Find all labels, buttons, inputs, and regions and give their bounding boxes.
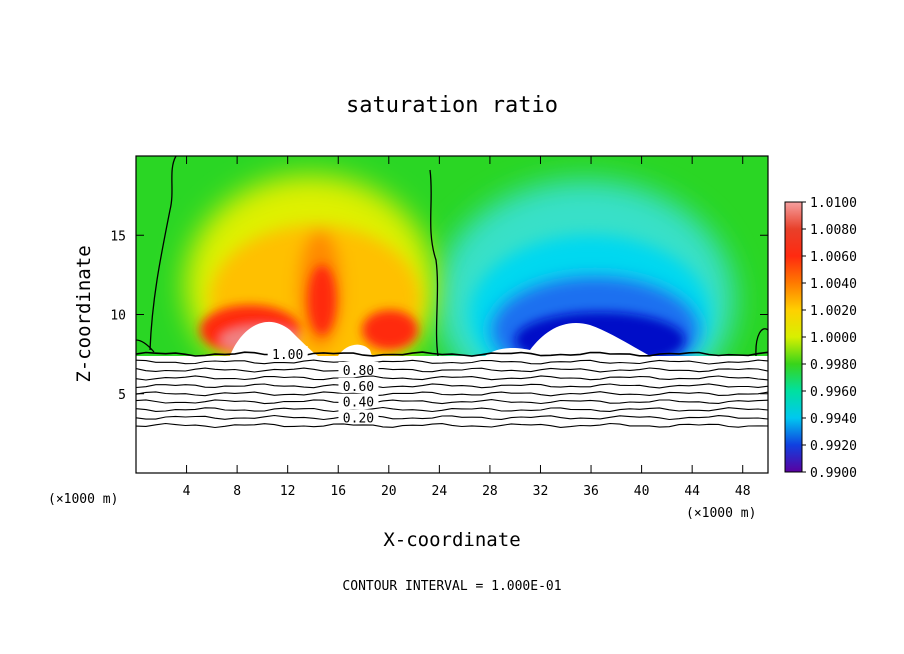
x-axis-label: X-coordinate (383, 529, 520, 551)
contour-label: 0.60 (343, 380, 374, 395)
x-tick-label: 8 (233, 484, 241, 499)
y-axis-label: Z-coordinate (73, 245, 95, 382)
contour-label-bg (267, 346, 308, 360)
colorbar-tick-label: 1.0080 (810, 223, 857, 238)
x-unit-left: (×1000 m) (48, 492, 118, 507)
x-tick-label: 16 (330, 484, 346, 499)
contour-label-bg (338, 377, 379, 391)
colorbar-tick-label: 0.9960 (810, 385, 857, 400)
x-tick-label: 28 (482, 484, 498, 499)
colorbar-tick-label: 0.9940 (810, 412, 857, 427)
x-tick-label: 40 (634, 484, 650, 499)
contour-label: 0.40 (343, 396, 374, 411)
contour-line (135, 391, 769, 397)
y-tick-label: 15 (110, 229, 126, 244)
x-tick-label: 36 (583, 484, 599, 499)
colorbar-tick-label: 1.0020 (810, 304, 857, 319)
contour-line (135, 399, 769, 405)
x-tick-label: 4 (183, 484, 191, 499)
x-tick-label: 32 (533, 484, 549, 499)
contour-line (135, 367, 769, 373)
contour-line (135, 383, 769, 389)
contour-line (135, 406, 769, 413)
heatmap-field (136, 156, 768, 356)
y-tick-label: 5 (118, 388, 126, 403)
y-tick-label: 10 (110, 309, 126, 324)
colorbar-tick-label: 1.0060 (810, 250, 857, 265)
contour-line (135, 375, 769, 381)
colorbar-tick-label: 1.0000 (810, 331, 857, 346)
contour-interval-note: CONTOUR INTERVAL = 1.000E-01 (342, 579, 561, 594)
colorbar-tick-label: 0.9920 (810, 439, 857, 454)
x-unit-right: (×1000 m) (686, 506, 756, 521)
contour-line (135, 359, 769, 365)
x-tick-label: 24 (432, 484, 448, 499)
x-tick-label: 12 (280, 484, 296, 499)
y-axis-ticks: 5 10 15 (110, 229, 768, 403)
colorbar-tick-label: 0.9900 (810, 466, 857, 481)
contour-label-bg (338, 361, 379, 375)
x-tick-label: 20 (381, 484, 397, 499)
colorbar-tick-label: 0.9980 (810, 358, 857, 373)
contour-label: 1.00 (272, 348, 303, 363)
x-axis-ticks: 4 8 12 16 20 24 28 32 36 40 44 48 (183, 156, 751, 499)
contour-label-bg (338, 393, 379, 407)
colorbar (784, 201, 803, 473)
contour-lines (135, 351, 769, 429)
contour-line (135, 422, 769, 429)
colorbar-tick-label: 1.0040 (810, 277, 857, 292)
contour-labels: 1.00 0.800.600.400.20 (267, 346, 379, 427)
contour-line (135, 414, 769, 421)
contour-label: 0.80 (343, 364, 374, 379)
colorbar-tick-label: 1.0100 (810, 196, 857, 211)
x-tick-label: 48 (735, 484, 751, 499)
contour-label-bg (338, 409, 379, 423)
colorbar-ticks: 1.0100 1.0080 1.0060 1.0040 1.0020 1.0000 0.99… (802, 196, 857, 481)
x-tick-label: 44 (684, 484, 700, 499)
contour-line (135, 351, 769, 357)
contour-label: 0.20 (343, 412, 374, 427)
chart-title: saturation ratio (346, 93, 558, 118)
